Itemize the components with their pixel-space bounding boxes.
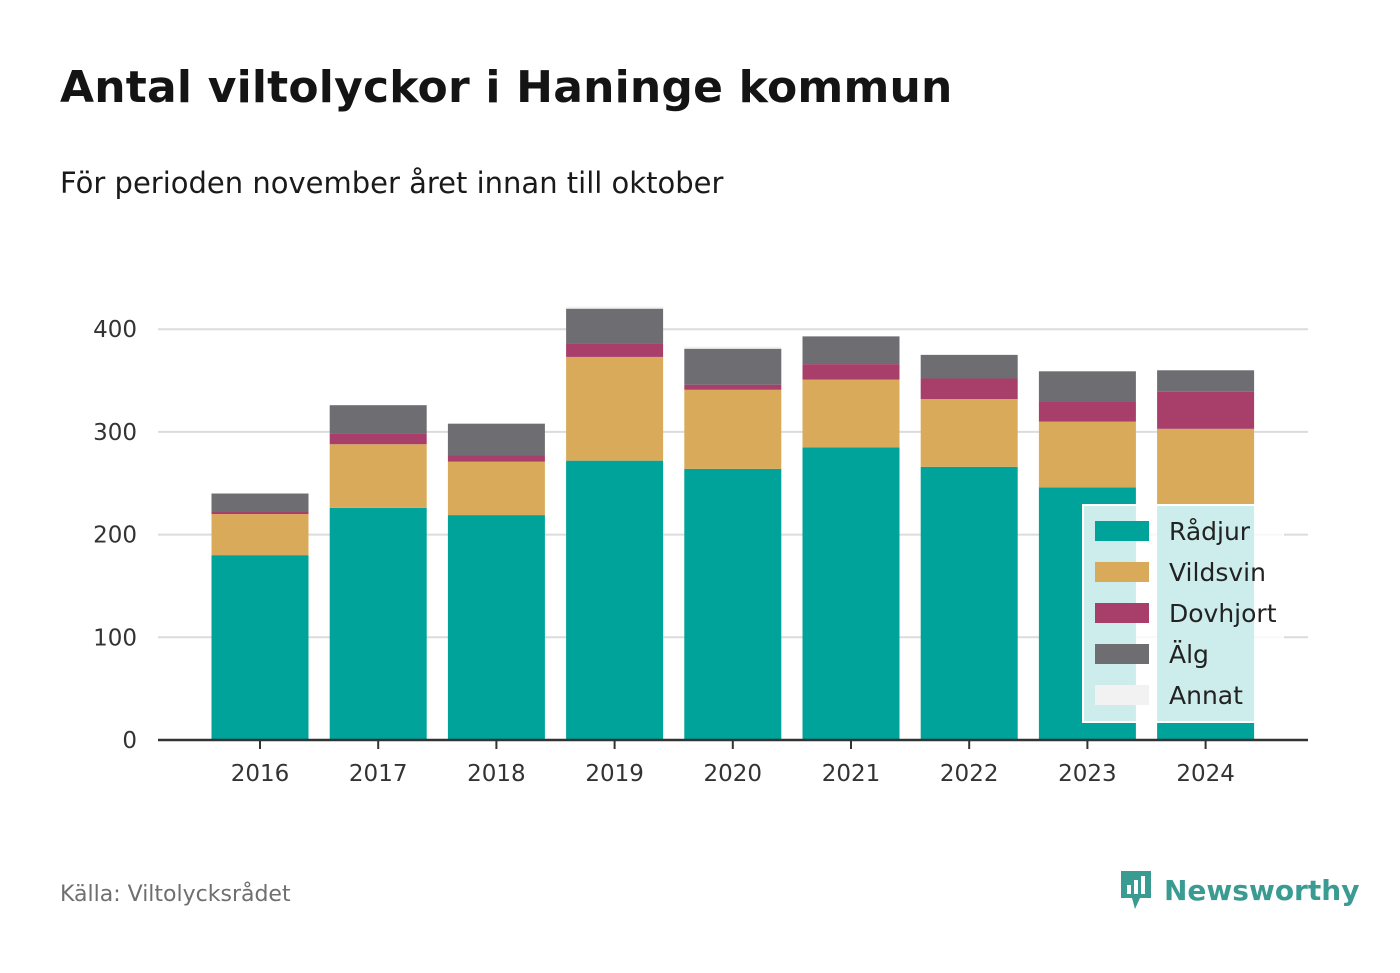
chart-subtitle: För perioden november året innan till ok… bbox=[60, 166, 724, 200]
bar-segment bbox=[1038, 421, 1136, 488]
bar-segment bbox=[447, 423, 545, 456]
bar-segment bbox=[684, 468, 782, 740]
bar-segment bbox=[329, 507, 427, 740]
legend-label: Rådjur bbox=[1169, 517, 1251, 546]
bar-segment bbox=[684, 389, 782, 469]
bar-segment bbox=[329, 433, 427, 445]
y-tick-label: 200 bbox=[93, 523, 137, 549]
bar-segment bbox=[802, 447, 900, 740]
bar-segment bbox=[802, 379, 900, 448]
bar-segment bbox=[566, 356, 664, 461]
bar-segment bbox=[566, 308, 664, 344]
bar-segment bbox=[566, 306, 664, 309]
legend-swatch bbox=[1095, 685, 1149, 705]
source-note: Källa: Viltolycksrådet bbox=[60, 882, 291, 907]
y-tick-label: 300 bbox=[93, 420, 137, 446]
bar-segment bbox=[566, 343, 664, 357]
x-tick-label: 2016 bbox=[231, 761, 290, 787]
legend-label: Älg bbox=[1169, 640, 1209, 669]
newsworthy-logo-icon bbox=[1121, 871, 1151, 909]
legend-label: Vildsvin bbox=[1169, 558, 1266, 587]
legend-swatch bbox=[1095, 603, 1149, 623]
x-tick-label: 2021 bbox=[822, 761, 881, 787]
bar-segment bbox=[684, 384, 782, 390]
bar-segment bbox=[447, 455, 545, 462]
axes: 0 100 200 300 400 2016 2017 2018 2019 2020 2021 202… bbox=[93, 317, 1308, 787]
bar-segment bbox=[1157, 428, 1255, 505]
y-tick-label: 400 bbox=[93, 317, 137, 343]
y-tick-label: 100 bbox=[93, 625, 137, 651]
bar-segment bbox=[1157, 370, 1255, 392]
bar-segment bbox=[447, 515, 545, 740]
bar-segment bbox=[211, 555, 309, 740]
legend-label: Dovhjort bbox=[1169, 599, 1277, 628]
bar-segment bbox=[802, 364, 900, 380]
bar-segment bbox=[211, 514, 309, 556]
x-tick-label: 2020 bbox=[704, 761, 763, 787]
legend-swatch bbox=[1095, 521, 1149, 541]
x-tick-label: 2023 bbox=[1058, 761, 1117, 787]
bar-segment bbox=[329, 444, 427, 508]
legend-swatch bbox=[1095, 562, 1149, 582]
bar-segment bbox=[684, 348, 782, 385]
bar-segment bbox=[920, 378, 1018, 400]
bar-segment bbox=[684, 346, 782, 349]
y-tick-label: 0 bbox=[122, 728, 137, 754]
bar-segment bbox=[329, 405, 427, 434]
x-tick-label: 2024 bbox=[1176, 761, 1235, 787]
bar-segment bbox=[920, 466, 1018, 740]
bar-segment bbox=[920, 399, 1018, 467]
brand-name: Newsworthy bbox=[1164, 873, 1360, 907]
x-tick-label: 2018 bbox=[467, 761, 526, 787]
bar-segment bbox=[1038, 401, 1136, 422]
bar-segment bbox=[447, 461, 545, 516]
legend-label: Annat bbox=[1169, 681, 1243, 710]
bar-segment bbox=[211, 512, 309, 515]
bar-segment bbox=[802, 336, 900, 365]
x-tick-label: 2019 bbox=[585, 761, 644, 787]
legend-swatch bbox=[1095, 644, 1149, 664]
x-tick-label: 2017 bbox=[349, 761, 408, 787]
chart-title: Antal viltolyckor i Haninge kommun bbox=[60, 62, 953, 113]
bar-segment bbox=[566, 460, 664, 740]
bar-segment bbox=[1157, 391, 1255, 429]
bar-segment bbox=[920, 354, 1018, 379]
legend: Rådjur Vildsvin Dovhjort Älg Annat bbox=[1082, 504, 1284, 723]
bar-segment bbox=[211, 493, 309, 513]
brand-logo: Newsworthy bbox=[1118, 868, 1359, 912]
bar-segment bbox=[1038, 371, 1136, 402]
x-tick-label: 2022 bbox=[940, 761, 999, 787]
bars bbox=[211, 306, 1255, 740]
